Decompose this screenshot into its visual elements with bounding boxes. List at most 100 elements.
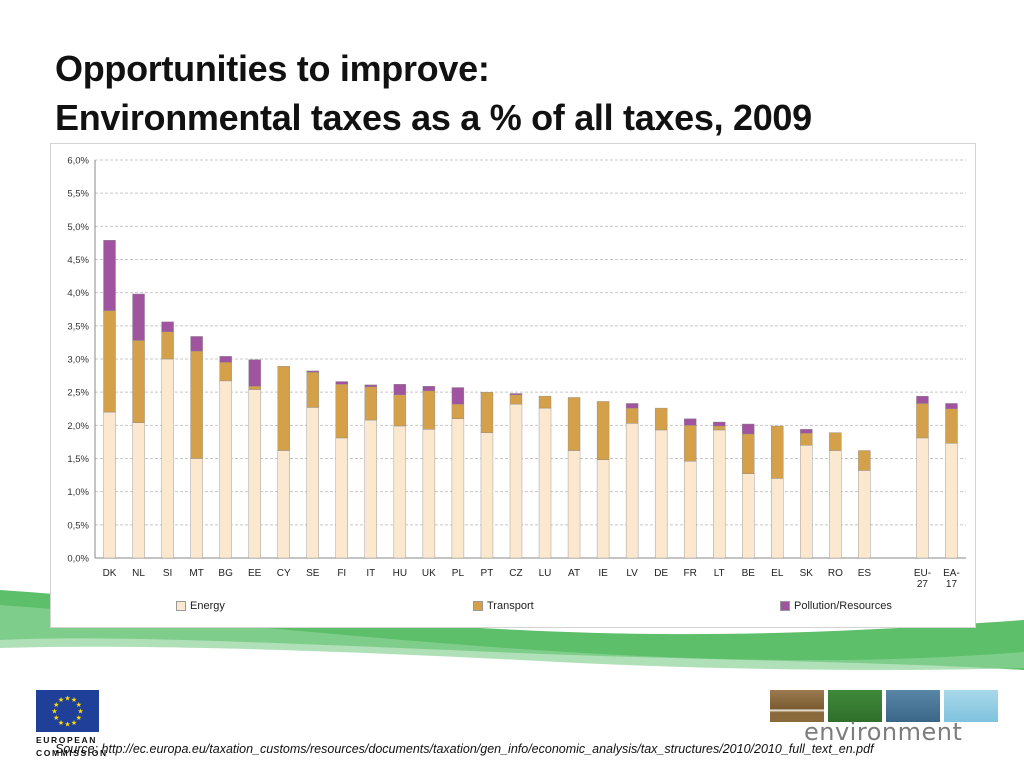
bar-pollution-MT [190, 336, 203, 352]
bar-pollution-CZ [509, 393, 523, 396]
bar-transport-EL [771, 425, 784, 479]
bar-energy-PL [451, 418, 465, 559]
bar-energy-SK [800, 445, 813, 559]
bar-energy-DE [654, 429, 668, 559]
bar-transport-BE [742, 433, 755, 474]
european-commission-logo: ★ ★ ★ ★ ★ ★ ★ ★ ★ ★ ★ ★ EUROPEAN COMMISSION [36, 690, 108, 758]
x-tick-label: NL [132, 568, 145, 579]
green-band-decoration [0, 590, 1024, 670]
bar-energy-LT [713, 429, 726, 559]
bar-transport-AT [567, 397, 581, 451]
bar-transport-RO [829, 432, 842, 451]
bar-transport-FR [683, 425, 697, 462]
eu-star-icon: ★ [76, 714, 82, 722]
slide-title: Opportunities to improve: Environmental … [55, 44, 812, 142]
y-tick-label: 5,0% [67, 222, 89, 233]
env-tile-plant-icon [828, 690, 882, 722]
y-tick-label: 1,5% [67, 454, 89, 465]
bar-energy-NL [132, 422, 145, 559]
x-tick-label: SK [800, 568, 814, 579]
legend-label-pollution: Pollution/Resources [794, 600, 892, 612]
bar-transport-CY [277, 366, 290, 451]
bar-transport-DK [103, 310, 116, 413]
bar-energy-BE [742, 473, 755, 559]
bar-transport-EU-27 [916, 403, 929, 439]
eu-star-icon: ★ [64, 721, 70, 729]
x-tick-label: DE [654, 568, 668, 579]
source-citation: Source: http://ec.europa.eu/taxation_cus… [55, 742, 874, 756]
eu-star-icon: ★ [64, 695, 70, 703]
bar-transport-SK [800, 433, 813, 446]
bar-energy-DK [103, 411, 116, 559]
x-tick-label: CY [277, 568, 291, 579]
eu-logo-text-2: COMMISSION [36, 748, 108, 758]
x-tick-label: BG [218, 568, 233, 579]
x-tick-label: IE [598, 568, 608, 579]
bar-transport-MT [190, 350, 203, 459]
bar-pollution-NL [132, 293, 145, 341]
bar-energy-LV [625, 423, 639, 559]
bar-pollution-PL [451, 387, 465, 405]
bar-transport-SE [306, 372, 319, 408]
bar-energy-CZ [509, 403, 523, 559]
environment-logo-text: environment [804, 718, 963, 746]
bar-transport-CZ [509, 394, 523, 405]
eu-star-icon: ★ [77, 708, 83, 716]
bar-energy-MT [190, 458, 203, 559]
y-tick-label: 6,0% [67, 156, 89, 167]
x-tick-label: SE [306, 568, 320, 579]
legend-swatch-transport [473, 601, 483, 611]
bar-transport-PL [451, 403, 465, 419]
x-tick-label: SI [163, 568, 172, 579]
legend-swatch-pollution [780, 601, 790, 611]
bar-pollution-EE [248, 359, 261, 387]
bar-transport-SI [161, 331, 174, 360]
eu-flag-icon: ★ ★ ★ ★ ★ ★ ★ ★ ★ ★ ★ ★ [36, 690, 99, 732]
y-tick-label: 3,5% [67, 321, 89, 332]
x-tick-label: EL [771, 568, 784, 579]
legend-item-energy: Energy [176, 600, 225, 612]
bar-pollution-UK [422, 385, 436, 392]
y-tick-label: 5,5% [67, 189, 89, 200]
x-tick-label: FR [684, 568, 697, 579]
bar-transport-DE [654, 407, 668, 431]
y-tick-label: 2,5% [67, 388, 89, 399]
x-tick-label: EE [248, 568, 262, 579]
title-line-1: Opportunities to improve: [55, 48, 490, 89]
x-tick-label: RO [828, 568, 843, 579]
bar-transport-LV [625, 407, 639, 424]
eu-logo-text-1: EUROPEAN [36, 735, 97, 745]
bar-pollution-SE [306, 370, 319, 373]
bar-energy-HU [393, 425, 407, 559]
bar-transport-IE [596, 401, 610, 461]
legend-swatch-energy [176, 601, 186, 611]
eu-star-icon: ★ [71, 719, 77, 727]
legend-item-pollution: Pollution/Resources [780, 600, 892, 612]
y-tick-label: 0,5% [67, 520, 89, 531]
bar-energy-CY [277, 450, 290, 559]
x-tick-label: HU [393, 568, 407, 579]
bar-transport-IT [364, 386, 378, 421]
environment-logo: environment [770, 690, 998, 746]
bar-pollution-FI [335, 381, 348, 385]
x-tick-label: LV [626, 568, 638, 579]
y-tick-label: 4,5% [67, 255, 89, 266]
x-tick-label: IT [366, 568, 375, 579]
x-tick-label: LU [539, 568, 552, 579]
bar-pollution-EU-27 [916, 395, 929, 404]
env-tile-earth-icon [770, 690, 824, 722]
bar-energy-IE [596, 459, 610, 559]
env-tile-water-icon [886, 690, 940, 722]
bar-energy-IT [364, 419, 378, 559]
bar-pollution-SK [800, 429, 813, 434]
x-tick-label: FI [337, 568, 346, 579]
x-tick-label: LT [714, 568, 725, 579]
y-tick-label: 2,0% [67, 421, 89, 432]
legend-item-transport: Transport [473, 600, 534, 612]
bar-energy-FR [683, 460, 697, 559]
y-tick-label: 1,0% [67, 487, 89, 498]
bar-pollution-BE [742, 423, 755, 435]
eu-star-icon: ★ [51, 708, 57, 716]
bar-energy-EE [248, 389, 261, 559]
bar-energy-RO [829, 450, 842, 559]
